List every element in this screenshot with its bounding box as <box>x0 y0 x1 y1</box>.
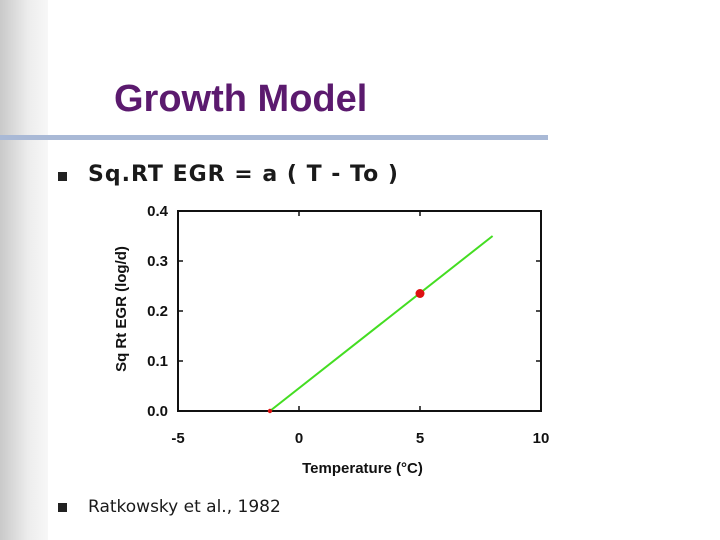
slide-title: Growth Model <box>114 78 368 120</box>
data-point <box>415 289 425 298</box>
bullet-marker <box>58 503 67 512</box>
title-underline <box>0 135 548 140</box>
x-axis-title: Temperature (°C) <box>302 460 423 477</box>
x-tick-label: 0 <box>295 430 303 447</box>
slide-left-band <box>0 0 48 540</box>
y-tick-label: 0.1 <box>147 353 168 370</box>
formula-text: Sq.RT EGR = a ( T - To ) <box>88 162 399 187</box>
x-tick-label: -5 <box>171 430 184 447</box>
data-point <box>267 408 273 414</box>
bullet-marker <box>58 172 67 181</box>
y-axis-title: Sq Rt EGR (log/d) <box>113 246 130 372</box>
y-tick-label: 0.0 <box>147 403 168 420</box>
y-tick-label: 0.3 <box>147 253 168 270</box>
series-line <box>269 235 494 412</box>
x-tick-label: 10 <box>533 430 550 447</box>
citation-text: Ratkowsky et al., 1982 <box>88 497 281 517</box>
y-tick-label: 0.2 <box>147 303 168 320</box>
y-tick-label: 0.4 <box>147 203 169 220</box>
x-tick-label: 5 <box>416 430 424 447</box>
